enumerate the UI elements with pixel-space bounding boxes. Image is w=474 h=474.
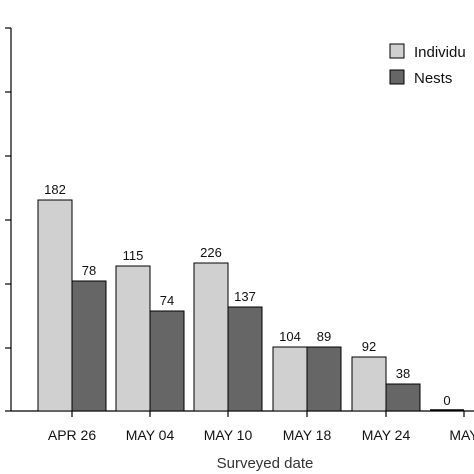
- value-label-individuals-5: 0: [443, 393, 450, 408]
- x-tick-label-1: MAY 04: [126, 427, 175, 443]
- legend-label-individuals: Individu: [414, 44, 466, 61]
- x-tick-label-5: MAY: [449, 427, 474, 443]
- value-label-individuals-2: 226: [200, 245, 222, 260]
- legend-swatch-individuals: [389, 43, 405, 59]
- y-axis-ticks: [5, 27, 11, 412]
- bar-individuals-1: [115, 265, 151, 412]
- value-label-individuals-1: 115: [123, 248, 144, 263]
- x-tick-label-4: MAY 24: [362, 427, 411, 443]
- bar-nests-4: [385, 383, 421, 412]
- x-tick-label-0: APR 26: [48, 427, 96, 443]
- x-axis-ticks: [71, 411, 465, 417]
- bar-individuals-2: [193, 262, 229, 412]
- value-label-nests-0: 78: [82, 263, 96, 278]
- x-tick-label-3: MAY 18: [283, 427, 332, 443]
- bar-individuals-4: [351, 356, 387, 412]
- value-label-individuals-0: 182: [44, 182, 66, 197]
- value-label-nests-3: 89: [317, 329, 331, 344]
- value-label-individuals-4: 92: [362, 339, 376, 354]
- legend: Individu Nests: [389, 43, 466, 87]
- bar-individuals-0: [37, 199, 73, 412]
- value-label-individuals-3: 104: [279, 329, 301, 344]
- bar-nests-0: [71, 280, 107, 412]
- value-label-nests-2: 137: [234, 289, 256, 304]
- x-tick-labels-group: APR 26 MAY 04 MAY 10 MAY 18 MAY 24 MAY: [48, 427, 474, 443]
- bar-individuals-3: [272, 346, 308, 412]
- bar-nests-2: [227, 306, 263, 412]
- legend-swatch-nests: [389, 69, 405, 85]
- x-tick-label-2: MAY 10: [204, 427, 253, 443]
- value-label-nests-4: 38: [396, 366, 410, 381]
- value-label-nests-1: 74: [160, 293, 174, 308]
- bars-group: [37, 199, 464, 412]
- value-labels-group: 182 78 115 74 226 137 104 89 92 38 0: [44, 182, 450, 408]
- x-axis-title: Surveyed date: [217, 455, 314, 472]
- legend-label-nests: Nests: [414, 70, 452, 87]
- bar-nests-3: [306, 346, 342, 412]
- bar-nests-1: [149, 310, 185, 412]
